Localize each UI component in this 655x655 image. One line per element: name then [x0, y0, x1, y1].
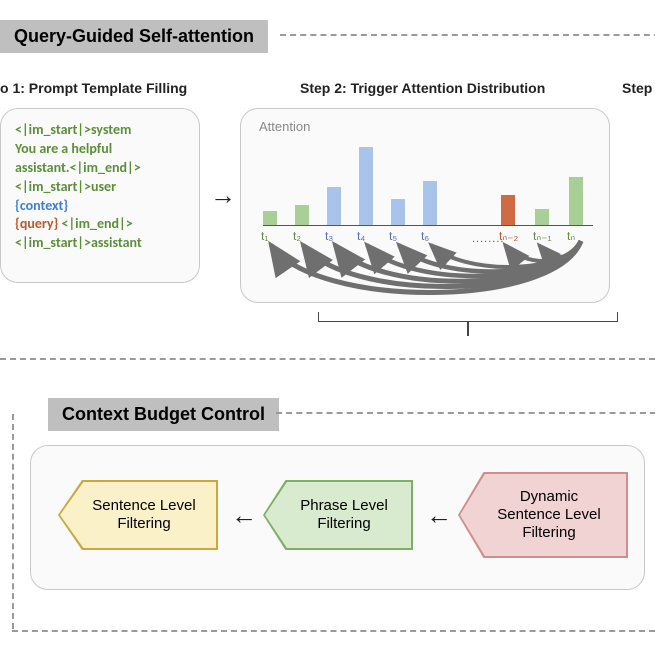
tick-label: tₙ	[567, 229, 575, 243]
tick-label: t₂	[293, 229, 301, 243]
attention-arrows	[255, 239, 600, 304]
top-dashed-line	[280, 34, 655, 36]
step1-label: o 1: Prompt Template Filling	[0, 80, 187, 96]
phrase-level-filter: Phrase Level Filtering	[263, 480, 413, 550]
phrase-level-label: Phrase Level Filtering	[300, 497, 388, 533]
bottom-title-text: Context Budget Control	[62, 404, 265, 424]
attention-label: Attention	[259, 119, 310, 134]
attention-bar	[263, 211, 277, 225]
tick-label: t₃	[325, 229, 333, 243]
tick-label: t₁	[261, 229, 268, 243]
bracket-stem	[467, 322, 469, 336]
tick-label: t₆	[421, 229, 429, 243]
arrow-f2-f1: ←	[231, 500, 257, 531]
top-title-text: Query-Guided Self-attention	[14, 26, 254, 46]
sentence-level-filter: Sentence Level Filtering	[58, 480, 218, 550]
attention-chart	[263, 135, 593, 225]
arrow-f3-f2: ←	[426, 500, 452, 531]
tick-label: t₄	[357, 229, 365, 243]
bottom-left-dashed	[12, 414, 14, 629]
dynamic-sentence-label: Dynamic Sentence Level Filtering	[497, 488, 600, 542]
attention-bar	[569, 177, 583, 225]
chart-bracket	[318, 312, 618, 322]
dynamic-sentence-filter: Dynamic Sentence Level Filtering	[458, 472, 628, 558]
attention-bar	[423, 181, 437, 225]
mid-dashed-line	[0, 358, 655, 360]
attention-bar	[535, 209, 549, 225]
step2-label: Step 2: Trigger Attention Distribution	[300, 80, 545, 96]
step3-label: Step	[622, 80, 652, 96]
chart-baseline	[263, 225, 593, 226]
attention-bar	[391, 199, 405, 225]
tick-label: t₅	[389, 229, 397, 243]
prompt-box: <|im_start|>system You are a helpful ass…	[0, 108, 200, 283]
attention-bar	[327, 187, 341, 225]
bottom-section-title: Context Budget Control	[48, 398, 279, 431]
arrow-step1-step2: →	[210, 180, 236, 211]
bottom-top-dashed	[276, 412, 655, 414]
attention-box: Attention ........ t₁t₂t₃t₄t₅t₆tₙ₋₂tₙ₋₁t…	[240, 108, 610, 303]
bottom-bottom-dashed	[12, 630, 655, 632]
tick-label: tₙ₋₂	[499, 229, 518, 243]
attention-bar	[295, 205, 309, 225]
sentence-level-label: Sentence Level Filtering	[92, 497, 195, 533]
tick-label: tₙ₋₁	[533, 229, 552, 243]
prompt-text: <|im_start|>system You are a helpful ass…	[1, 109, 199, 265]
top-section-title: Query-Guided Self-attention	[0, 20, 268, 53]
attention-bar	[359, 147, 373, 225]
attention-bar	[501, 195, 515, 225]
